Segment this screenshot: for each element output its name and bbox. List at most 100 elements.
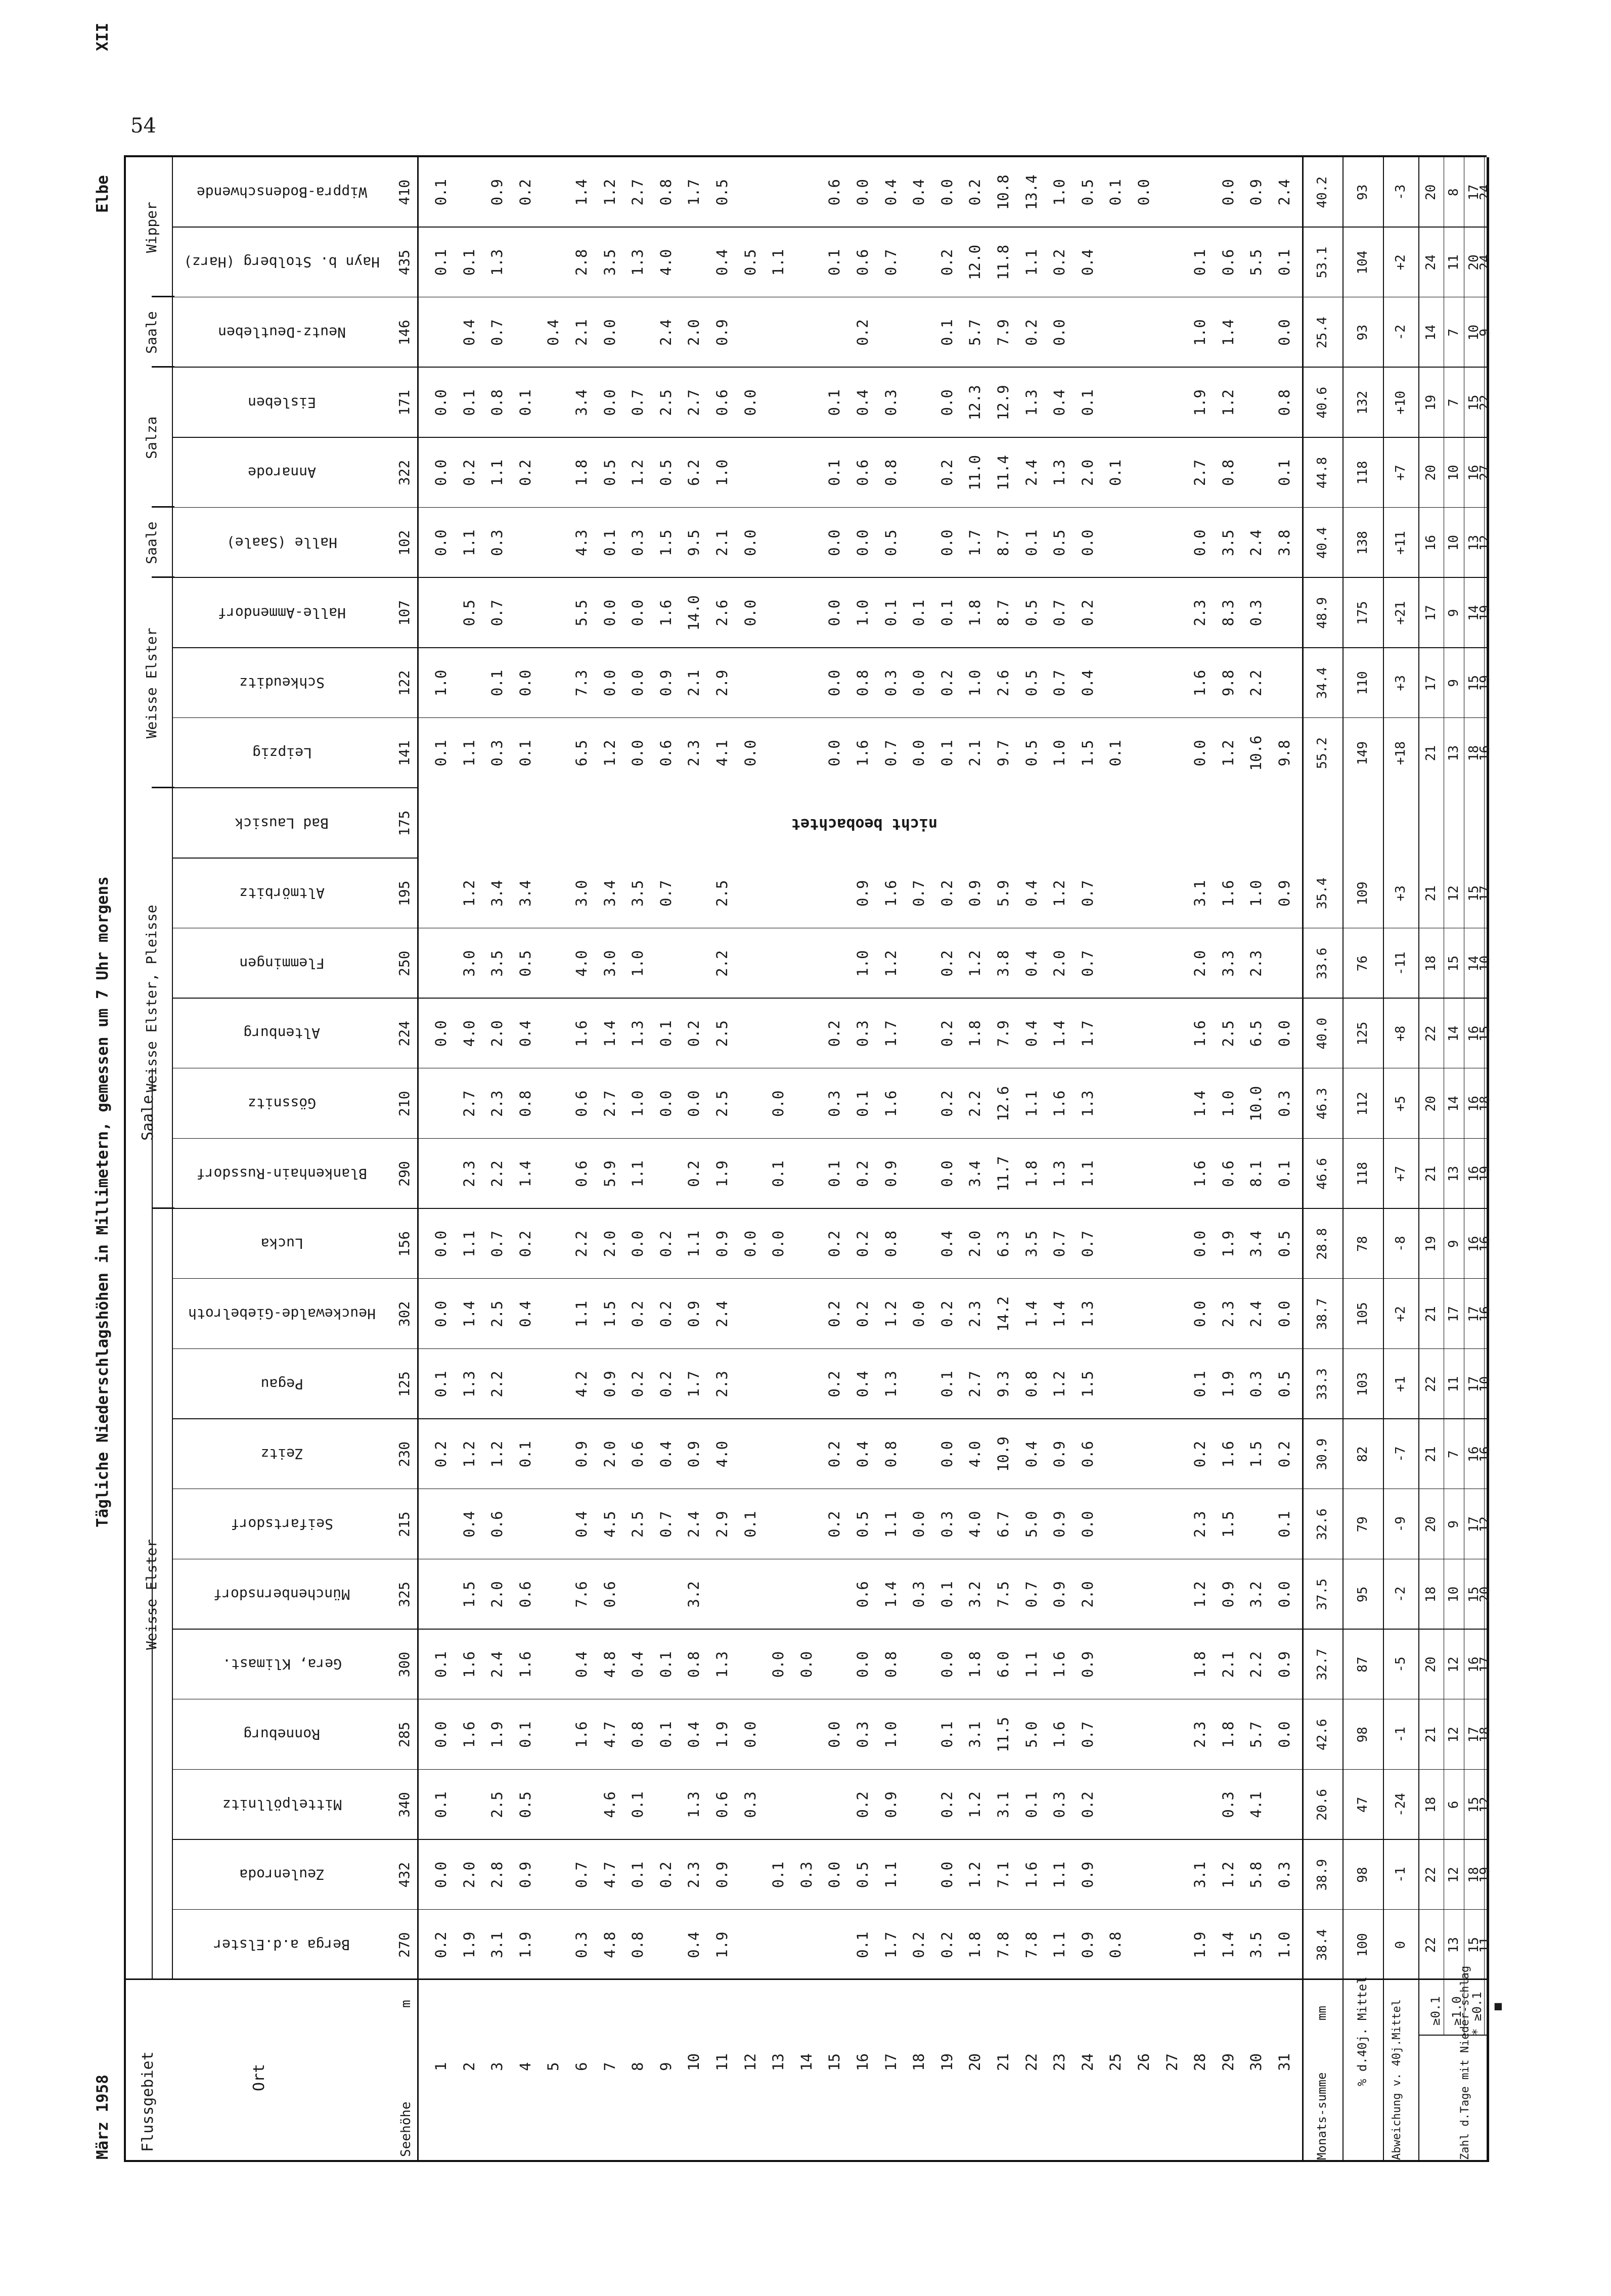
precip-value: 0.5	[1022, 669, 1040, 697]
precip-value: 0.1	[432, 179, 450, 206]
precip-value: 1.9	[1191, 1931, 1209, 1958]
precip-value: 0.8	[516, 1090, 534, 1117]
precip-value: 3.4	[488, 880, 506, 907]
precip-value: 1.6	[1219, 880, 1237, 907]
summary-sum-value: 44.8	[1315, 457, 1330, 489]
summary-d01-value: 21	[1423, 745, 1439, 761]
summary-dother-value: 24	[1478, 254, 1493, 271]
precip-value: 0.0	[910, 669, 928, 697]
precip-value: 0.0	[938, 1651, 956, 1678]
precip-value: 3.5	[601, 249, 618, 276]
precip-value: 1.4	[516, 1160, 534, 1187]
table-rule	[417, 157, 419, 2162]
station-elevation: 340	[396, 1792, 413, 1818]
precip-value: 0.3	[1276, 1090, 1293, 1117]
summary-label-threshold-other: ■	[1490, 2003, 1504, 2010]
precip-value: 1.1	[460, 529, 478, 556]
precip-value: 0.0	[1079, 1511, 1096, 1538]
precip-value: 1.0	[1276, 1931, 1293, 1958]
precip-value: 0.0	[938, 1440, 956, 1468]
summary-d10-value: 6	[1446, 1800, 1461, 1809]
precip-value: 1.2	[1219, 740, 1237, 767]
precip-value: 0.6	[854, 459, 871, 486]
precip-value: 0.0	[1191, 529, 1209, 556]
precip-value: 4.1	[1247, 1791, 1265, 1818]
precip-value: 0.0	[797, 1651, 815, 1678]
precip-value: 1.6	[1191, 1020, 1209, 1047]
precip-value: 3.1	[488, 1931, 506, 1958]
precip-value: 0.2	[826, 1511, 843, 1538]
precip-value: 1.6	[1191, 1160, 1209, 1187]
precip-value: 0.5	[1051, 529, 1068, 556]
precip-value: 1.8	[1191, 1651, 1209, 1678]
precip-value: 2.4	[1276, 179, 1293, 206]
page-number: 54	[130, 114, 156, 138]
summary-pct-value: 112	[1355, 1092, 1370, 1116]
summary-d10-value: 11	[1446, 1376, 1461, 1392]
day-label: 13	[770, 2053, 787, 2071]
precip-value: 1.1	[573, 1300, 590, 1327]
precip-value: 0.3	[854, 1020, 871, 1047]
precip-value: 2.2	[1247, 1651, 1265, 1678]
station-name: Schkeuditz	[239, 674, 325, 692]
day-label: 28	[1191, 2053, 1209, 2071]
precip-value: 0.2	[854, 1791, 871, 1818]
precip-value: 9.3	[995, 1371, 1012, 1398]
precip-value: 11.8	[995, 245, 1012, 280]
summary-pct-value: 125	[1355, 1021, 1370, 1046]
precip-value: 11.7	[995, 1156, 1012, 1192]
precip-value: 0.9	[1276, 1651, 1293, 1678]
summary-sum-value: 25.4	[1315, 317, 1330, 348]
precip-value: 0.1	[826, 389, 843, 416]
precip-value: 0.5	[854, 1861, 871, 1888]
precip-value: 2.0	[1079, 459, 1096, 486]
station-elevation: 224	[396, 1020, 413, 1047]
precip-value: 0.4	[1079, 249, 1096, 276]
precip-value: 0.8	[657, 179, 675, 206]
precip-value: 0.5	[516, 950, 534, 977]
precip-value: 0.1	[629, 1861, 647, 1888]
summary-d01-value: 22	[1423, 1937, 1439, 1953]
precip-value: 7.9	[995, 1020, 1012, 1047]
precip-value: 0.9	[685, 1300, 703, 1327]
precip-value: 0.6	[629, 1440, 647, 1468]
precip-value: 3.5	[488, 950, 506, 977]
precip-value: 1.2	[966, 950, 984, 977]
precip-value: 0.0	[770, 1651, 787, 1678]
precip-value: 2.9	[713, 1511, 731, 1538]
summary-sum-value: 40.4	[1315, 527, 1330, 559]
precip-value: 4.6	[601, 1791, 618, 1818]
precip-value: 0.0	[826, 529, 843, 556]
precip-value: 1.4	[1219, 319, 1237, 346]
summary-sum-value: 38.7	[1315, 1298, 1330, 1330]
precip-value: 0.2	[516, 459, 534, 486]
precip-value: 1.6	[1022, 1861, 1040, 1888]
precip-value: 0.4	[713, 249, 731, 276]
summary-d10-value: 7	[1446, 398, 1461, 407]
precip-value: 0.1	[657, 1651, 675, 1678]
summary-pct-value: 138	[1355, 531, 1370, 555]
precip-value: 0.0	[1219, 179, 1237, 206]
summary-pct-value: 98	[1355, 1727, 1370, 1743]
precip-value: 2.7	[685, 389, 703, 416]
precip-value: 0.2	[826, 1300, 843, 1327]
precip-value: 0.2	[966, 179, 984, 206]
precip-value: 0.1	[770, 1160, 787, 1187]
summary-dev-value: +21	[1393, 601, 1408, 625]
precip-value: 0.2	[826, 1230, 843, 1257]
precip-value: 1.0	[629, 1090, 647, 1117]
precip-value: 8.7	[995, 600, 1012, 626]
precip-value: 7.6	[573, 1581, 590, 1608]
precip-value: 0.0	[432, 1861, 450, 1888]
precip-value: 0.2	[1051, 249, 1068, 276]
day-label: 3	[488, 2062, 506, 2071]
summary-pct-value: 93	[1355, 184, 1370, 200]
precip-value: 2.2	[713, 950, 731, 977]
precip-value: 2.0	[966, 1230, 984, 1257]
precip-value: 1.2	[1051, 880, 1068, 907]
precip-value: 1.7	[1079, 1020, 1096, 1047]
precip-value: 0.1	[854, 1931, 871, 1958]
precip-value: 2.7	[966, 1371, 984, 1398]
precip-value: 0.6	[488, 1511, 506, 1538]
summary-d01-value: 21	[1423, 1306, 1439, 1322]
